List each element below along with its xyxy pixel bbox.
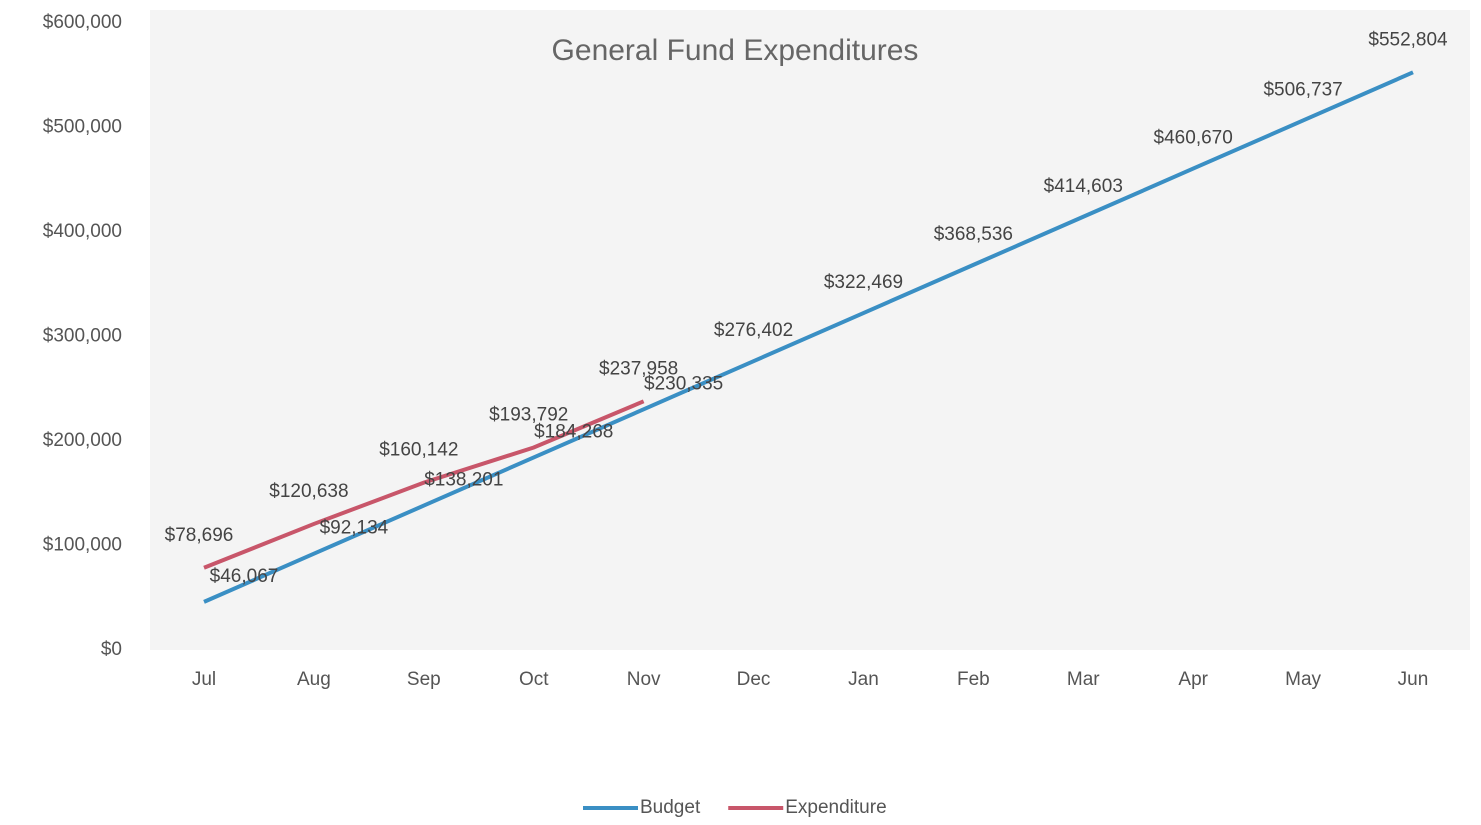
data-label: $230,335 [644,373,723,394]
data-label: $322,469 [824,272,903,293]
data-label: $92,134 [320,518,389,539]
data-label: $276,402 [714,320,793,341]
data-label: $193,792 [489,405,568,426]
data-label: $506,737 [1263,79,1342,100]
x-tick-label: Jul [192,669,216,690]
x-tick-label: Oct [519,669,549,690]
data-label: $120,638 [269,481,348,502]
y-tick-label: $400,000 [43,221,122,242]
x-tick-label: Dec [737,669,771,690]
y-tick-label: $0 [101,639,122,660]
data-label: $46,067 [210,566,279,587]
y-tick-label: $500,000 [43,117,122,138]
chart-title: General Fund Expenditures [552,34,919,67]
x-tick-label: Apr [1178,669,1208,690]
x-tick-label: Mar [1067,669,1100,690]
data-label: $237,958 [599,358,678,379]
x-tick-label: Jun [1398,669,1429,690]
data-label: $368,536 [934,224,1013,245]
data-label: $460,670 [1154,128,1233,149]
legend-label: Expenditure [785,797,886,818]
legend-label: Budget [640,797,701,818]
x-tick-label: May [1285,669,1321,690]
data-label: $552,804 [1368,29,1448,50]
series-line [203,70,1414,604]
y-tick-label: $300,000 [43,326,122,347]
y-tick-label: $600,000 [43,12,122,33]
x-tick-label: Feb [957,669,990,690]
plot-background [150,10,1470,650]
data-label: $138,201 [424,470,503,491]
y-tick-label: $100,000 [43,535,122,556]
series-line [203,399,645,570]
data-label: $78,696 [165,525,234,546]
data-label: $160,142 [379,440,458,461]
x-tick-label: Nov [627,669,661,690]
x-tick-label: Aug [297,669,331,690]
x-tick-label: Jan [848,669,879,690]
data-label: $184,268 [534,421,613,442]
y-tick-label: $200,000 [43,430,122,451]
x-tick-label: Sep [407,669,441,690]
data-label: $414,603 [1044,176,1123,197]
